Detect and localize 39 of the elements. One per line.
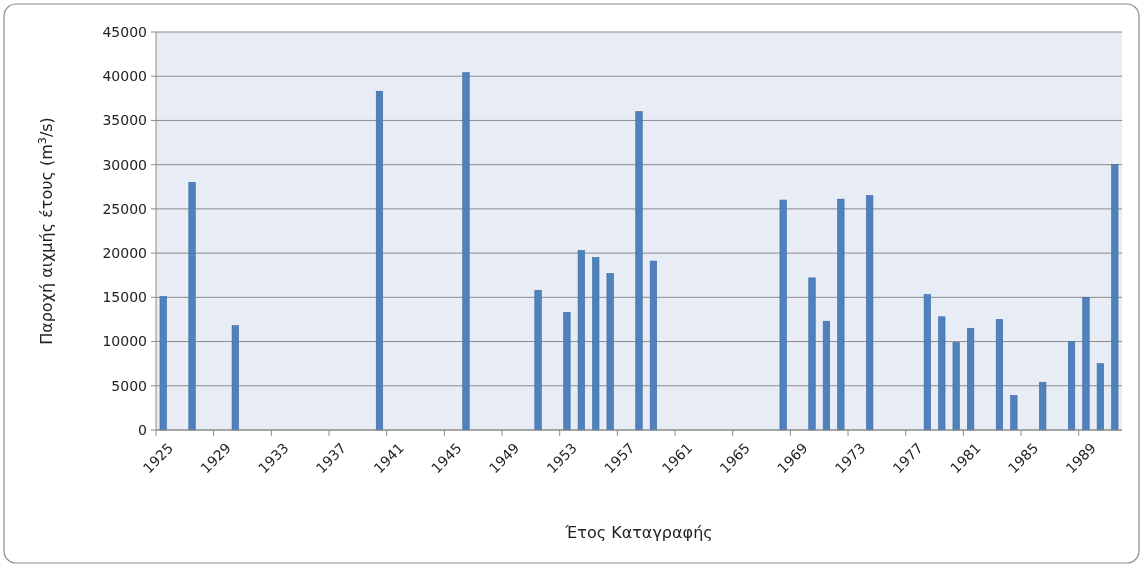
bar	[952, 342, 960, 431]
bar	[938, 316, 946, 431]
bar	[1111, 164, 1119, 431]
bar	[995, 319, 1003, 431]
bar	[808, 277, 816, 431]
bar	[1082, 297, 1090, 431]
bar	[1010, 395, 1018, 431]
bar	[592, 257, 600, 431]
y-tick-label: 15000	[102, 289, 147, 306]
bar	[649, 260, 657, 431]
bar	[606, 273, 614, 431]
bar	[635, 111, 643, 431]
bar	[866, 195, 874, 431]
bar	[1067, 341, 1076, 431]
bar	[375, 90, 384, 431]
bar	[534, 289, 542, 431]
bar	[231, 325, 239, 431]
bar	[188, 182, 196, 431]
bar	[1096, 363, 1104, 431]
y-tick-label: 5000	[111, 377, 147, 394]
y-tick-label: 40000	[102, 68, 147, 85]
bar	[159, 296, 167, 431]
y-tick-label: 25000	[102, 200, 147, 217]
bar	[563, 312, 571, 431]
bar	[822, 320, 830, 431]
bar	[577, 250, 585, 431]
bar	[779, 199, 787, 431]
bar	[967, 327, 975, 431]
bar	[923, 294, 931, 431]
bar	[462, 72, 470, 431]
x-axis-title: Έτος Καταγραφής	[564, 523, 713, 542]
y-tick-label: 30000	[102, 156, 147, 173]
bar	[1039, 381, 1047, 431]
y-tick-label: 35000	[102, 112, 147, 129]
bar	[837, 198, 845, 431]
y-tick-label: 10000	[102, 333, 147, 350]
y-tick-label: 45000	[102, 23, 147, 40]
y-tick-label: 20000	[102, 245, 147, 262]
y-tick-label: 0	[138, 421, 147, 438]
